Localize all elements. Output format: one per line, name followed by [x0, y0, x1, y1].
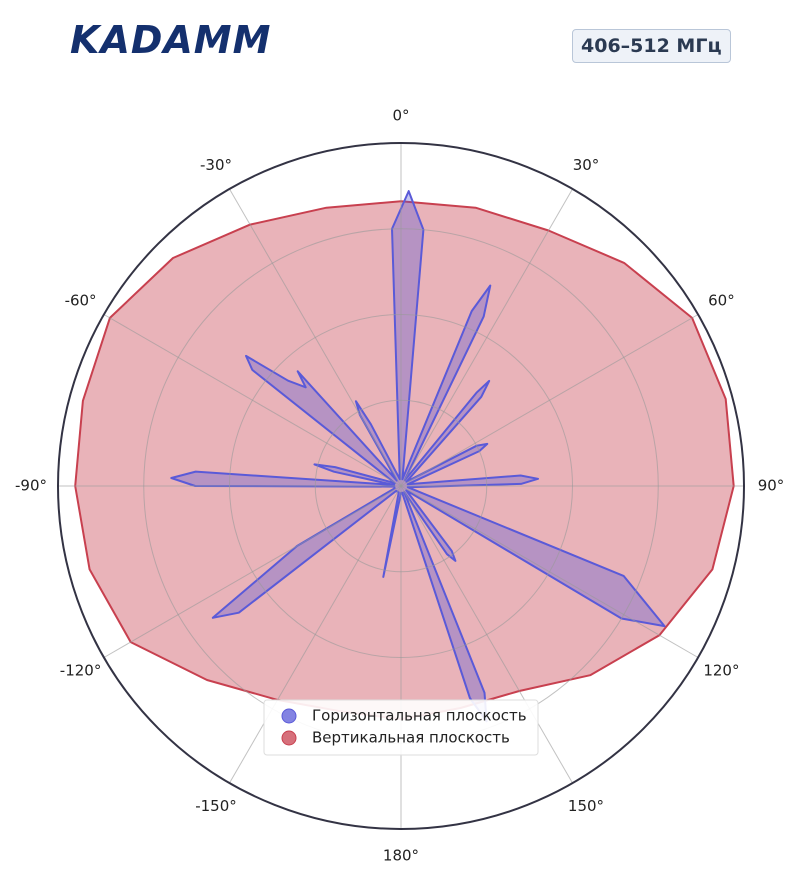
- theta-tick-label: 150°: [568, 797, 604, 815]
- grid-spoke: [229, 485, 402, 784]
- legend-marker: [281, 708, 297, 724]
- legend-label: Горизонтальная плоскость: [312, 707, 527, 725]
- polar-frame: [57, 142, 745, 830]
- theta-tick-label: -60°: [65, 292, 97, 310]
- legend-box: [263, 699, 539, 756]
- theta-tick-label: -30°: [200, 156, 232, 174]
- logo: KADAMM: [70, 18, 272, 62]
- theta-tick-label: 120°: [703, 662, 739, 680]
- frequency-badge: 406–512 МГц: [572, 29, 731, 63]
- theta-tick-label: 60°: [708, 292, 735, 310]
- theta-tick-label: -150°: [195, 797, 237, 815]
- grid-spoke: [229, 188, 402, 487]
- grid-spoke: [103, 485, 402, 658]
- theta-tick-label: 30°: [573, 156, 600, 174]
- legend-marker: [281, 730, 297, 746]
- theta-tick-label: 0°: [392, 107, 409, 125]
- series-area: [170, 190, 666, 723]
- theta-tick-label: 180°: [383, 847, 419, 865]
- grid-spoke: [400, 485, 573, 784]
- theta-tick-label: 90°: [758, 477, 785, 495]
- theta-tick-label: -90°: [15, 477, 47, 495]
- grid-spoke: [400, 188, 573, 487]
- legend: Горизонтальная плоскость Вертикальная пло…: [263, 699, 539, 756]
- theta-tick-label: -120°: [60, 662, 102, 680]
- grid-spoke: [400, 485, 699, 658]
- grid-spoke: [103, 314, 402, 487]
- legend-label: Вертикальная плоскость: [312, 729, 510, 747]
- grid-spoke: [400, 314, 699, 487]
